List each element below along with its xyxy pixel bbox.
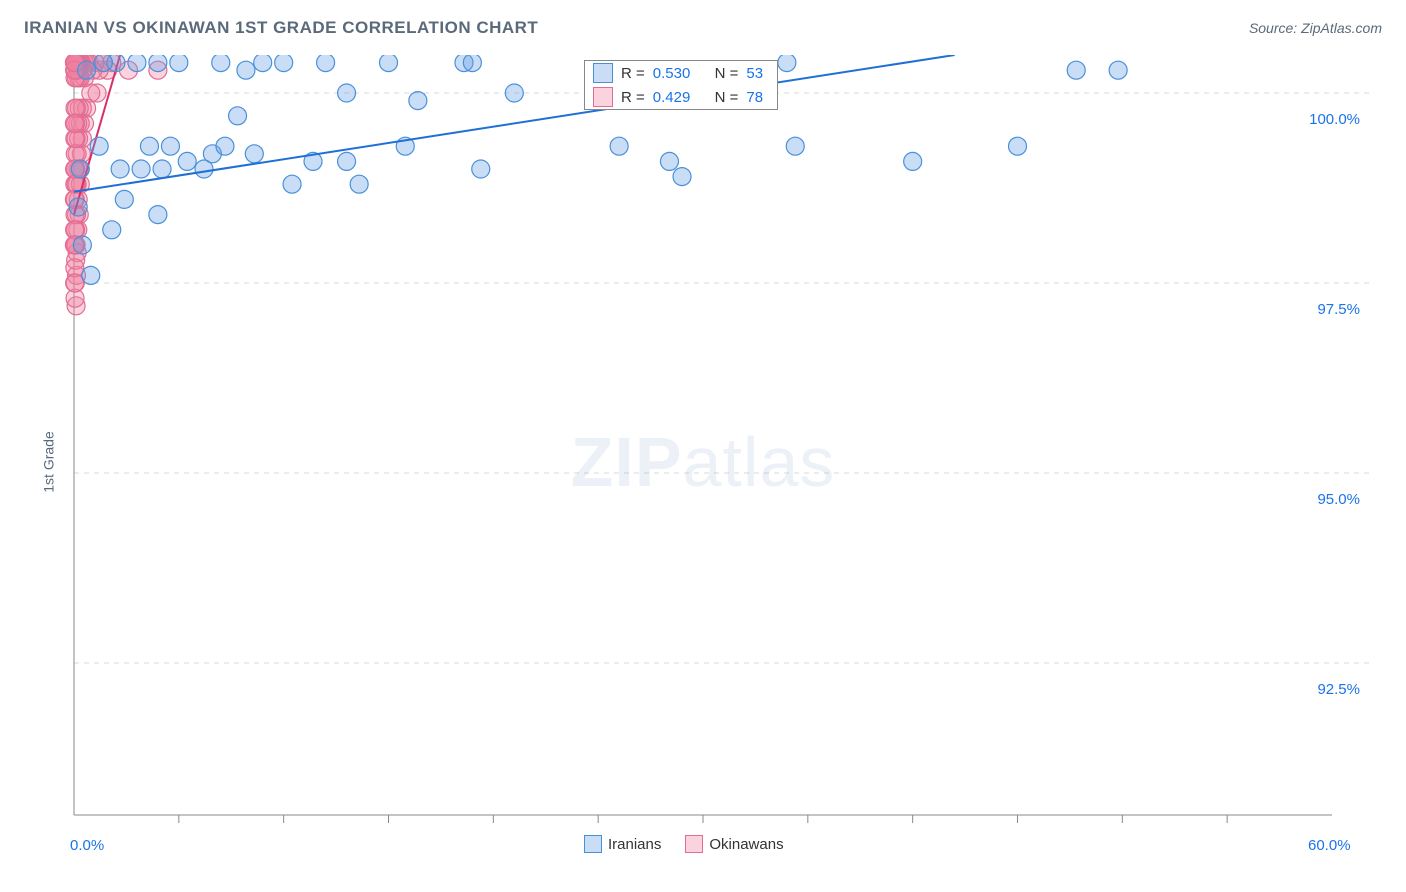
- data-point: [178, 152, 196, 170]
- data-point: [1009, 137, 1027, 155]
- series-swatch: [593, 87, 613, 107]
- data-point: [161, 137, 179, 155]
- source-name: ZipAtlas.com: [1301, 20, 1382, 36]
- regression-line: [74, 55, 955, 192]
- stats-box: R = 0.530 N = 53 R = 0.429 N = 78: [584, 60, 778, 110]
- chart-area: 1st Grade ZIPatlas 92.5%95.0%97.5%100.0%…: [24, 55, 1382, 868]
- n-label: N =: [715, 89, 739, 106]
- data-point: [115, 190, 133, 208]
- legend-item: Okinawans: [685, 835, 783, 853]
- chart-title: IRANIAN VS OKINAWAN 1ST GRADE CORRELATIO…: [24, 18, 538, 38]
- data-point: [778, 55, 796, 72]
- r-value: 0.429: [653, 89, 691, 106]
- data-point: [195, 160, 213, 178]
- data-point: [229, 107, 247, 125]
- data-point: [237, 61, 255, 79]
- data-point: [73, 236, 91, 254]
- r-label: R =: [621, 65, 645, 82]
- n-label: N =: [715, 65, 739, 82]
- chart-source: Source: ZipAtlas.com: [1249, 20, 1382, 36]
- data-point: [610, 137, 628, 155]
- data-point: [103, 221, 121, 239]
- data-point: [463, 55, 481, 72]
- data-point: [153, 160, 171, 178]
- data-point: [149, 206, 167, 224]
- data-point: [283, 175, 301, 193]
- x-axis-end-label: 60.0%: [1308, 837, 1351, 854]
- data-point: [65, 114, 83, 132]
- scatter-plot: [24, 55, 1382, 868]
- x-axis-start-label: 0.0%: [70, 837, 104, 854]
- data-point: [140, 137, 158, 155]
- n-value: 53: [746, 65, 763, 82]
- data-point: [1109, 61, 1127, 79]
- data-point: [82, 266, 100, 284]
- data-point: [350, 175, 368, 193]
- data-point: [338, 84, 356, 102]
- series-swatch: [593, 63, 613, 83]
- data-point: [380, 55, 398, 72]
- data-point: [904, 152, 922, 170]
- legend: Iranians Okinawans: [584, 835, 784, 853]
- legend-item: Iranians: [584, 835, 661, 853]
- data-point: [216, 137, 234, 155]
- data-point: [472, 160, 490, 178]
- data-point: [275, 55, 293, 72]
- data-point: [111, 160, 129, 178]
- data-point: [245, 145, 263, 163]
- data-point: [170, 55, 188, 72]
- r-label: R =: [621, 89, 645, 106]
- data-point: [786, 137, 804, 155]
- data-point: [338, 152, 356, 170]
- data-point: [94, 55, 112, 72]
- data-point: [78, 61, 96, 79]
- stats-row: R = 0.530 N = 53: [585, 61, 777, 85]
- stats-row: R = 0.429 N = 78: [585, 85, 777, 109]
- data-point: [1067, 61, 1085, 79]
- n-value: 78: [746, 89, 763, 106]
- data-point: [69, 198, 87, 216]
- data-point: [149, 55, 167, 72]
- data-point: [132, 160, 150, 178]
- r-value: 0.530: [653, 65, 691, 82]
- data-point: [66, 274, 84, 292]
- y-axis-label: 1st Grade: [41, 431, 57, 492]
- data-point: [212, 55, 230, 72]
- source-prefix: Source:: [1249, 20, 1301, 36]
- data-point: [660, 152, 678, 170]
- data-point: [254, 55, 272, 72]
- data-point: [317, 55, 335, 72]
- data-point: [71, 160, 89, 178]
- legend-swatch: [685, 835, 703, 853]
- y-tick-label: 100.0%: [1309, 111, 1360, 128]
- data-point: [505, 84, 523, 102]
- data-point: [128, 55, 146, 72]
- data-point: [409, 92, 427, 110]
- legend-label: Iranians: [608, 836, 661, 853]
- y-tick-label: 97.5%: [1317, 301, 1360, 318]
- y-tick-label: 92.5%: [1317, 681, 1360, 698]
- y-tick-label: 95.0%: [1317, 491, 1360, 508]
- data-point: [673, 168, 691, 186]
- data-point: [90, 137, 108, 155]
- chart-header: IRANIAN VS OKINAWAN 1ST GRADE CORRELATIO…: [24, 18, 1382, 38]
- legend-swatch: [584, 835, 602, 853]
- legend-label: Okinawans: [709, 836, 783, 853]
